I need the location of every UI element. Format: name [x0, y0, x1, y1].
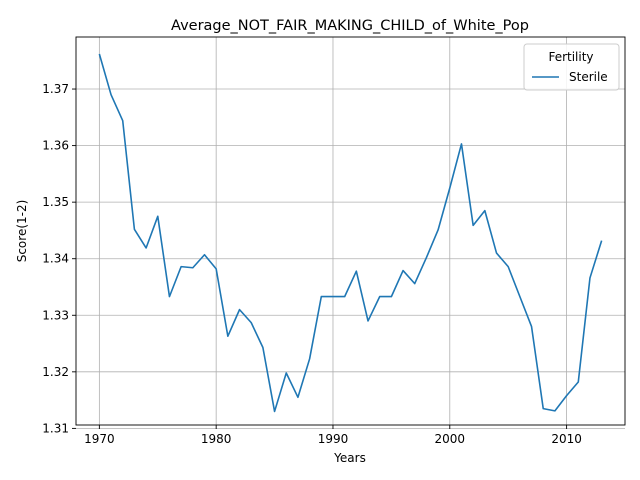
y-tick-label: 1.32 [42, 365, 69, 379]
y-tick-label: 1.36 [42, 139, 69, 153]
y-tick-label: 1.35 [42, 195, 69, 209]
y-tick-label: 1.34 [42, 252, 69, 266]
x-tick-label: 1990 [318, 432, 349, 446]
x-axis-label: Years [333, 451, 366, 465]
y-tick-label: 1.37 [42, 82, 69, 96]
x-tick-label: 1980 [201, 432, 232, 446]
y-tick-label: 1.31 [42, 421, 69, 435]
y-axis-label: Score(1-2) [15, 200, 29, 263]
x-tick-label: 2000 [435, 432, 466, 446]
chart-title: Average_NOT_FAIR_MAKING_CHILD_of_White_P… [171, 18, 529, 34]
legend: Fertility Sterile [524, 44, 619, 90]
legend-label-sterile: Sterile [569, 70, 608, 84]
x-tick-label: 2010 [551, 432, 582, 446]
legend-title: Fertility [548, 50, 593, 64]
x-tick-label: 1970 [84, 432, 115, 446]
y-tick-label: 1.33 [42, 308, 69, 322]
